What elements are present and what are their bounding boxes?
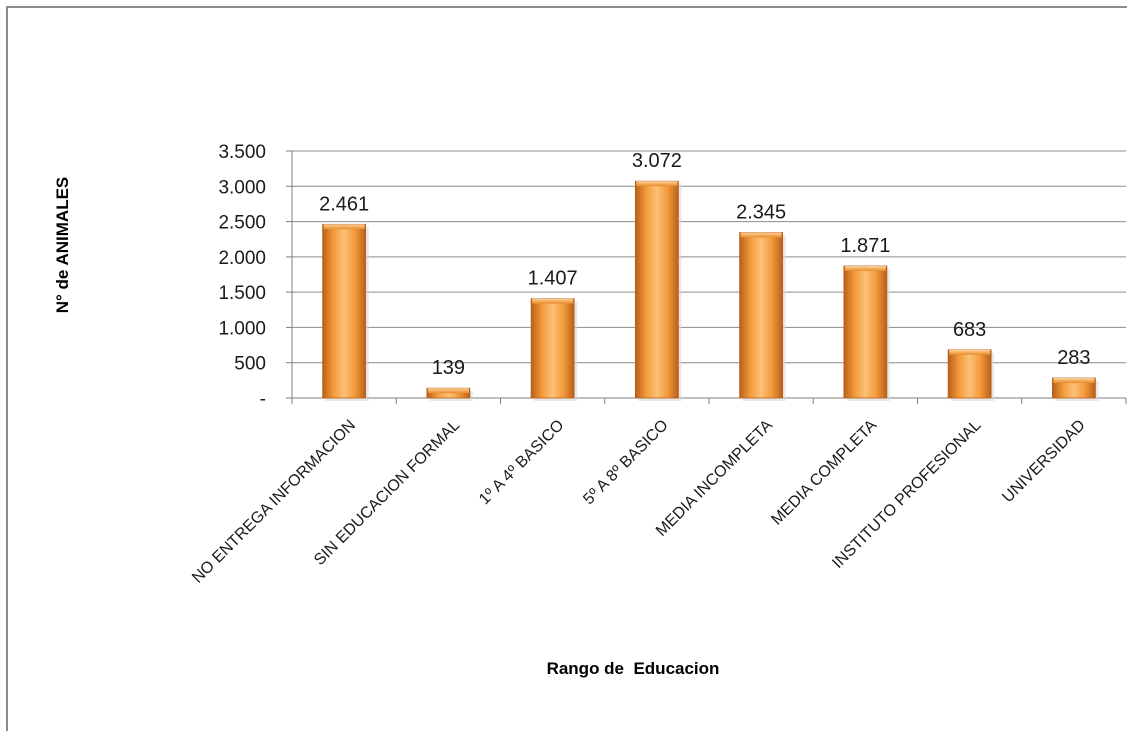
bar-highlight: [532, 298, 574, 304]
category-label: 5º A 8º BASICO: [580, 417, 671, 508]
bar-highlight: [1053, 378, 1095, 384]
category-label: MEDIA COMPLETA: [768, 417, 880, 529]
category-label: 1º A 4º BASICO: [476, 417, 567, 508]
bar: [322, 223, 367, 399]
y-tick-label: 2.000: [218, 248, 266, 269]
x-axis-title: Rango de Educacion: [547, 659, 720, 678]
value-labels: 2.461 139 1.407 3.072 2.345 1.871 683 283: [319, 150, 1090, 379]
y-tick-label: 1.000: [218, 318, 266, 339]
y-axis-ticks: - 500 1.000 1.500 2.000 2.500 3.000 3.500: [218, 142, 266, 410]
value-label: 3.072: [632, 150, 682, 172]
bars: [322, 180, 1099, 401]
value-label: 283: [1057, 347, 1090, 369]
bar-highlight: [949, 349, 991, 355]
category-label: NO ENTREGA INFORMACION: [189, 417, 359, 587]
y-tick-label: 1.500: [218, 283, 266, 304]
y-tick-label: 3.500: [218, 142, 266, 163]
bar-highlight: [844, 265, 886, 271]
bar: [530, 298, 575, 399]
category-label: MEDIA INCOMPLETA: [653, 417, 776, 540]
value-label: 2.461: [319, 193, 369, 215]
gridlines: [286, 150, 1127, 404]
value-label: 139: [432, 357, 465, 379]
y-tick-label: -: [260, 389, 266, 410]
bar-highlight: [323, 224, 365, 230]
y-tick-label: 500: [234, 354, 266, 375]
category-label: UNIVERSIDAD: [999, 417, 1088, 506]
chart-frame: - 500 1.000 1.500 2.000 2.500 3.000 3.500 2.461…: [6, 6, 1127, 731]
bar: [843, 265, 888, 399]
y-tick-label: 3.000: [218, 177, 266, 198]
bar-highlight: [740, 232, 782, 238]
value-label: 683: [953, 319, 986, 341]
bar-chart: - 500 1.000 1.500 2.000 2.500 3.000 3.500 2.461…: [53, 142, 1127, 678]
value-label: 2.345: [736, 202, 786, 224]
bar: [739, 232, 784, 399]
bar-highlight: [636, 181, 678, 187]
bar: [634, 180, 679, 399]
bar: [947, 349, 992, 399]
value-label: 1.871: [840, 235, 890, 257]
value-label: 1.407: [528, 268, 578, 290]
bar-highlight: [427, 388, 469, 394]
y-tick-label: 2.500: [218, 213, 266, 234]
y-axis-title: N° de ANIMALES: [53, 177, 72, 314]
